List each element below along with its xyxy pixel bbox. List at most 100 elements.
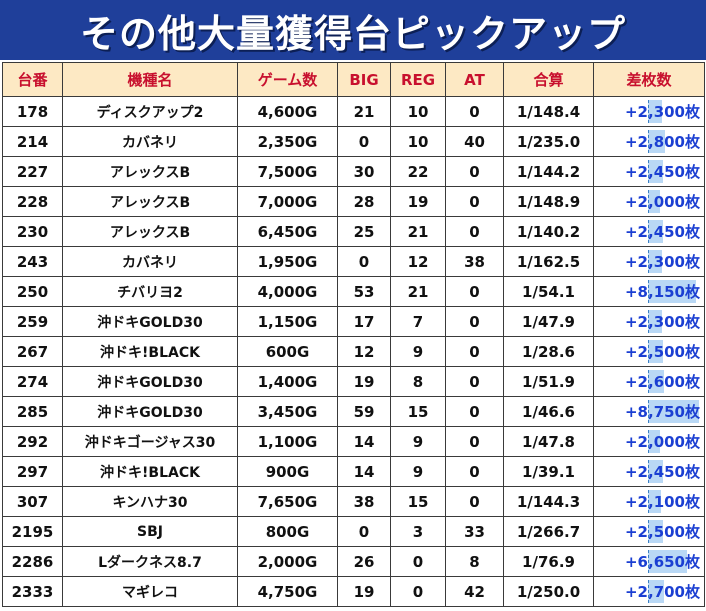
machine-name-cell: 沖ドキ!BLACK (62, 456, 238, 487)
header-games: ゲーム数 (237, 62, 338, 97)
machine-name-cell: アレックスB (62, 186, 238, 217)
diff-value: +8,150枚 (624, 283, 700, 301)
diff-bar (648, 190, 660, 213)
games-cell: 2,000G (237, 546, 338, 577)
diff-cell: +2,700枚 (593, 576, 705, 607)
gassan-cell: 1/162.5 (503, 246, 594, 277)
machine-name-cell: SBJ (62, 516, 238, 547)
diff-value: +8,750枚 (624, 403, 700, 421)
gassan-cell: 1/266.7 (503, 516, 594, 547)
diff-cell: +2,450枚 (593, 216, 705, 247)
diff-bar (648, 130, 665, 153)
header-reg: REG (390, 62, 446, 97)
header-at: AT (445, 62, 504, 97)
at-cell: 0 (445, 156, 504, 187)
reg-cell: 3 (390, 516, 446, 547)
diff-bar (648, 100, 662, 123)
diff-value: +2,300枚 (624, 313, 700, 331)
games-cell: 1,400G (237, 366, 338, 397)
big-cell: 14 (337, 456, 391, 487)
machine-no-cell: 228 (2, 186, 63, 217)
table-row: 259 沖ドキGOLD30 1,150G 17 7 0 1/47.9 +2,300枚 (2, 306, 705, 337)
diff-value: +2,450枚 (624, 223, 700, 241)
at-cell: 0 (445, 276, 504, 307)
table-row: 178 ディスクアップ2 4,600G 21 10 0 1/148.4 +2,300枚 (2, 96, 705, 127)
gassan-cell: 1/235.0 (503, 126, 594, 157)
header-diff: 差枚数 (593, 62, 705, 97)
at-cell: 33 (445, 516, 504, 547)
big-cell: 0 (337, 516, 391, 547)
reg-cell: 21 (390, 276, 446, 307)
machine-name-cell: 沖ドキGOLD30 (62, 306, 238, 337)
big-cell: 0 (337, 126, 391, 157)
machine-no-cell: 214 (2, 126, 63, 157)
diff-bar (648, 520, 663, 543)
gassan-cell: 1/54.1 (503, 276, 594, 307)
machine-name-cell: チバリヨ2 (62, 276, 238, 307)
diff-value: +2,450枚 (624, 163, 700, 181)
big-cell: 26 (337, 546, 391, 577)
gassan-cell: 1/76.9 (503, 546, 594, 577)
games-cell: 6,450G (237, 216, 338, 247)
big-cell: 12 (337, 336, 391, 367)
header-machine-name: 機種名 (62, 62, 238, 97)
big-cell: 25 (337, 216, 391, 247)
reg-cell: 9 (390, 426, 446, 457)
diff-cell: +2,300枚 (593, 306, 705, 337)
diff-cell: +2,500枚 (593, 516, 705, 547)
table-row: 297 沖ドキ!BLACK 900G 14 9 0 1/39.1 +2,450枚 (2, 456, 705, 487)
table-row: 2333 マギレコ 4,750G 19 0 42 1/250.0 +2,700枚 (2, 576, 705, 607)
games-cell: 4,600G (237, 96, 338, 127)
diff-value: +2,100枚 (624, 493, 700, 511)
diff-value: +2,300枚 (624, 103, 700, 121)
machine-no-cell: 297 (2, 456, 63, 487)
games-cell: 7,000G (237, 186, 338, 217)
table-row: 307 キンハナ30 7,650G 38 15 0 1/144.3 +2,100枚 (2, 486, 705, 517)
machine-name-cell: マギレコ (62, 576, 238, 607)
page-title: その他大量獲得台ピックアップ (79, 11, 626, 56)
machine-no-cell: 292 (2, 426, 63, 457)
big-cell: 53 (337, 276, 391, 307)
machine-name-cell: カバネリ (62, 126, 238, 157)
reg-cell: 21 (390, 216, 446, 247)
games-cell: 7,500G (237, 156, 338, 187)
machine-name-cell: アレックスB (62, 216, 238, 247)
at-cell: 0 (445, 456, 504, 487)
title-bar: その他大量獲得台ピックアップ (0, 0, 706, 60)
big-cell: 14 (337, 426, 391, 457)
table-row: 274 沖ドキGOLD30 1,400G 19 8 0 1/51.9 +2,600枚 (2, 366, 705, 397)
at-cell: 0 (445, 336, 504, 367)
gassan-cell: 1/47.9 (503, 306, 594, 337)
games-cell: 2,350G (237, 126, 338, 157)
diff-cell: +2,500枚 (593, 336, 705, 367)
at-cell: 0 (445, 366, 504, 397)
diff-bar (648, 340, 663, 363)
gassan-cell: 1/250.0 (503, 576, 594, 607)
games-cell: 1,950G (237, 246, 338, 277)
table-body: 178 ディスクアップ2 4,600G 21 10 0 1/148.4 +2,300枚 214 カ… (2, 96, 705, 607)
at-cell: 0 (445, 186, 504, 217)
diff-bar (648, 430, 660, 453)
at-cell: 40 (445, 126, 504, 157)
reg-cell: 15 (390, 486, 446, 517)
machine-name-cell: カバネリ (62, 246, 238, 277)
big-cell: 59 (337, 396, 391, 427)
big-cell: 30 (337, 156, 391, 187)
big-cell: 28 (337, 186, 391, 217)
diff-cell: +2,450枚 (593, 456, 705, 487)
machine-no-cell: 243 (2, 246, 63, 277)
diff-cell: +2,800枚 (593, 126, 705, 157)
gassan-cell: 1/148.9 (503, 186, 594, 217)
diff-value: +2,800枚 (624, 133, 700, 151)
diff-bar (648, 460, 663, 483)
machine-no-cell: 259 (2, 306, 63, 337)
diff-bar (648, 160, 663, 183)
header-machine-no: 台番 (2, 62, 63, 97)
machine-no-cell: 250 (2, 276, 63, 307)
table-row: 214 カバネリ 2,350G 0 10 40 1/235.0 +2,800枚 (2, 126, 705, 157)
gassan-cell: 1/39.1 (503, 456, 594, 487)
gassan-cell: 1/47.8 (503, 426, 594, 457)
games-cell: 800G (237, 516, 338, 547)
gassan-cell: 1/46.6 (503, 396, 594, 427)
